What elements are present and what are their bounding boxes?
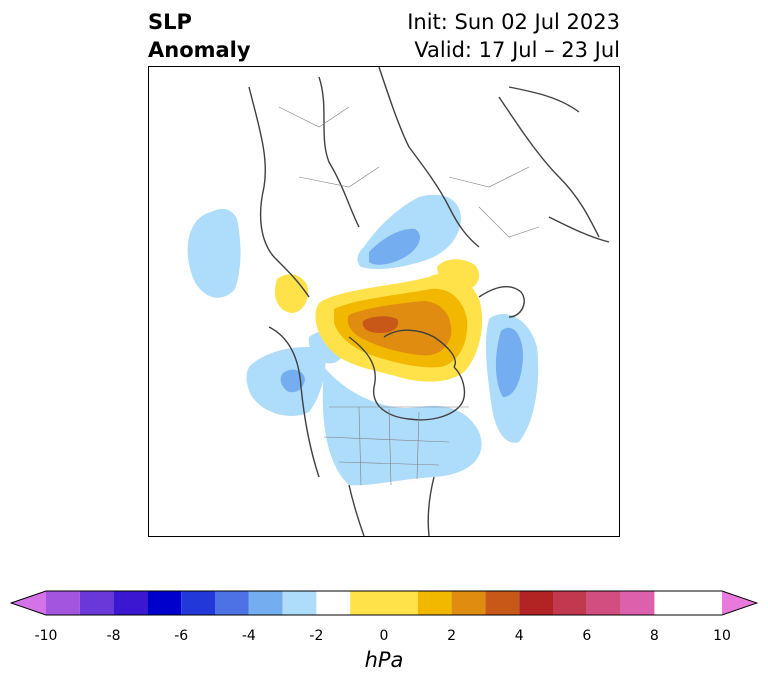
colorbar-under-arrow — [11, 591, 46, 615]
colorbar-tick-label: -6 — [174, 628, 189, 644]
colorbar-tick-label: 8 — [649, 628, 659, 644]
colorbar-bin — [316, 591, 351, 615]
colorbar-bin — [113, 591, 148, 615]
colorbar-bin — [553, 591, 587, 615]
eastern-us-low — [322, 367, 482, 486]
slp-anomaly-map — [148, 66, 620, 537]
country-borders — [278, 106, 540, 486]
siberian-low-core — [369, 228, 420, 265]
title-line-2: Anomaly — [148, 38, 251, 62]
bering-high — [274, 274, 309, 313]
north-pacific-low — [187, 208, 241, 298]
colorbar-tick-label: 6 — [582, 628, 592, 644]
colorbar-bin — [417, 591, 452, 615]
colorbar-bin — [79, 591, 114, 615]
colorbar-bin — [519, 591, 553, 615]
colorbar-over-arrow — [722, 591, 757, 615]
init-date: Init: Sun 02 Jul 2023 — [407, 10, 620, 34]
gulf-of-alaska-low-core — [280, 369, 305, 393]
colorbar-bin — [46, 591, 80, 615]
map-canvas — [187, 67, 610, 536]
colorbar-bin — [248, 591, 283, 615]
colorbar-units: hPa — [364, 648, 404, 672]
positive-anomaly-fills — [274, 259, 483, 382]
colorbar-tick-label: 0 — [379, 628, 389, 644]
colorbar-tick-label: -2 — [309, 628, 324, 644]
colorbar-tick-label: -10 — [34, 628, 58, 644]
colorbar-bin — [350, 591, 418, 615]
colorbar-outline — [10, 590, 758, 616]
arctic-high-core — [362, 316, 399, 333]
colorbar-bin — [181, 591, 215, 615]
colorbar-bin — [147, 591, 182, 615]
colorbar-bin — [620, 591, 655, 615]
colorbar-bin — [451, 591, 486, 615]
north-atlantic-low-core — [495, 327, 523, 397]
map-subtitle: Init: Sun 02 Jul 2023 Valid: 17 Jul – 23… — [407, 8, 620, 64]
colorbar-bin — [282, 591, 317, 615]
colorbar-bin — [485, 591, 520, 615]
arctic-high-3 — [347, 301, 452, 356]
colorbar — [10, 590, 758, 616]
colorbar-bin — [215, 591, 249, 615]
title-line-1: SLP — [148, 10, 192, 34]
coastlines — [248, 67, 610, 536]
colorbar-tick-label: -4 — [241, 628, 256, 644]
colorbar-tick-label: 10 — [713, 628, 731, 644]
colorbar-tick-label: -8 — [106, 628, 121, 644]
colorbar-tick-label: 2 — [447, 628, 457, 644]
map-title: SLP Anomaly — [148, 8, 251, 64]
colorbar-tick-label: 4 — [514, 628, 524, 644]
valid-range: Valid: 17 Jul – 23 Jul — [414, 38, 620, 62]
scandinavia-high — [437, 259, 480, 292]
colorbar-bin — [586, 591, 621, 615]
